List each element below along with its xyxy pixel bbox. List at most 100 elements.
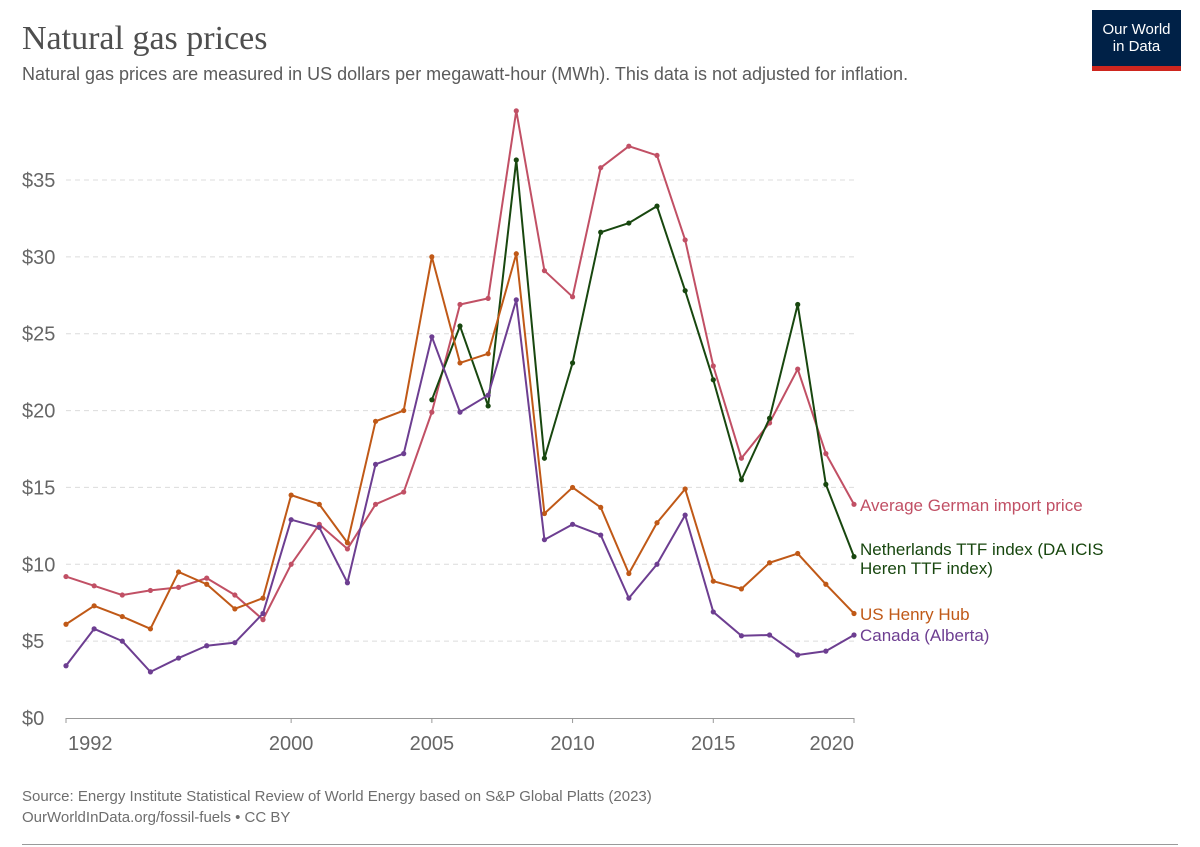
y-tick-label: $20 <box>22 401 55 423</box>
y-tick-label: $5 <box>22 631 44 653</box>
data-point <box>316 524 322 530</box>
data-point <box>429 409 435 415</box>
data-point <box>569 294 576 300</box>
data-point <box>851 554 857 560</box>
y-tick-label: $10 <box>22 554 55 576</box>
data-point <box>569 360 576 366</box>
x-tick-label: 2005 <box>410 733 455 755</box>
series-line <box>430 159 855 557</box>
data-point <box>738 633 745 639</box>
data-point <box>710 578 716 584</box>
data-point <box>232 640 238 646</box>
y-tick-label: $35 <box>22 170 55 192</box>
data-point <box>63 663 69 669</box>
data-point <box>401 407 407 414</box>
logo-line-2: in Data <box>1112 38 1161 55</box>
data-point <box>598 165 604 171</box>
data-point <box>626 220 632 226</box>
data-point <box>682 486 688 492</box>
data-point <box>710 609 716 615</box>
data-point <box>147 626 154 632</box>
data-point <box>766 415 773 421</box>
data-point <box>710 363 716 369</box>
data-point <box>372 418 379 424</box>
data-point <box>569 484 576 491</box>
data-point <box>851 610 857 617</box>
data-point <box>513 108 519 114</box>
data-point <box>541 510 548 517</box>
source-link[interactable]: OurWorldInData.org/fossil-fuels • CC BY <box>22 809 291 826</box>
data-point <box>710 377 716 383</box>
data-point <box>457 323 463 329</box>
data-point <box>795 366 801 372</box>
data-point <box>429 254 435 260</box>
data-point <box>457 301 463 308</box>
chart-subtitle: Natural gas prices are measured in US do… <box>22 64 909 84</box>
data-point <box>288 517 294 523</box>
x-tick-label: 2020 <box>810 733 855 755</box>
data-point <box>91 583 97 589</box>
chart-title: Natural gas prices <box>22 20 268 57</box>
data-point <box>344 546 351 552</box>
data-point <box>175 584 182 590</box>
data-point <box>260 617 266 623</box>
x-tick-label: 2000 <box>269 733 314 755</box>
y-tick-label: $30 <box>22 247 55 269</box>
series-label: US Henry Hub <box>860 605 970 624</box>
data-point <box>823 451 829 457</box>
data-point <box>204 575 210 581</box>
data-point <box>401 451 407 457</box>
data-point <box>541 455 548 461</box>
data-point <box>598 532 604 538</box>
data-point <box>63 573 69 580</box>
logo-accent-bar <box>1092 66 1181 71</box>
data-point <box>429 397 435 403</box>
data-point <box>457 409 463 415</box>
data-point <box>823 581 829 587</box>
data-point <box>654 203 660 209</box>
data-point <box>401 489 407 495</box>
data-point <box>682 512 688 518</box>
data-point <box>175 569 182 575</box>
data-point <box>288 492 294 498</box>
logo-line-1: Our World <box>1102 21 1171 38</box>
data-point <box>119 592 125 598</box>
data-point <box>851 501 857 507</box>
series-line <box>65 298 855 673</box>
data-point <box>457 360 463 366</box>
x-tick-label: 1992 <box>68 733 113 755</box>
data-point <box>823 648 829 654</box>
owid-logo[interactable]: Our World in Data <box>1092 10 1181 71</box>
data-point <box>738 586 745 592</box>
data-point <box>626 570 632 577</box>
data-point <box>429 334 435 340</box>
series-label: Netherlands TTF index (DA ICIS Heren TTF … <box>860 540 1103 578</box>
data-point <box>175 655 182 661</box>
data-point <box>513 157 519 163</box>
data-point <box>147 587 154 594</box>
data-point <box>598 504 604 511</box>
data-point <box>738 455 745 461</box>
data-point <box>485 403 491 409</box>
data-point <box>372 461 379 467</box>
data-point <box>598 229 604 235</box>
data-point <box>260 610 266 617</box>
y-tick-label: $15 <box>22 477 55 499</box>
data-point <box>513 251 519 257</box>
data-point <box>485 295 491 301</box>
series-label: Canada (Alberta) <box>860 626 989 645</box>
data-point <box>541 268 548 274</box>
bottom-divider <box>22 844 1178 845</box>
data-point <box>288 561 294 567</box>
source-note: Source: Energy Institute Statistical Rev… <box>22 786 652 828</box>
data-point <box>485 351 491 357</box>
data-point <box>232 606 238 612</box>
x-tick-label: 2015 <box>691 733 736 755</box>
y-tick-label: $0 <box>22 708 44 730</box>
data-point <box>485 392 491 398</box>
data-point <box>654 561 660 567</box>
data-point <box>795 301 801 308</box>
data-point <box>119 638 125 644</box>
